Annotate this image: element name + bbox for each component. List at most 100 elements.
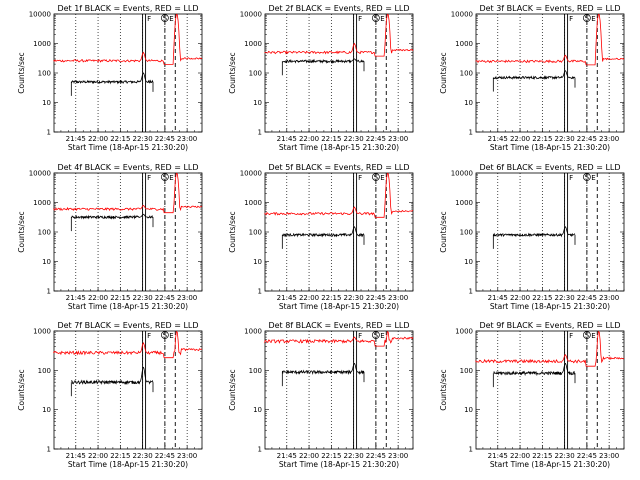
x-axis-label: Start Time (18-Apr-15 21:30:20)	[68, 302, 188, 311]
x-tick-label: 23:00	[599, 452, 619, 460]
x-tick-label: 22:15	[110, 294, 130, 302]
panel-title: Det 7f BLACK = Events, RED = LLD	[57, 321, 198, 330]
x-tick-label: 22:15	[532, 294, 552, 302]
x-tick-label: 22:00	[510, 294, 530, 302]
marker-s-circle	[161, 331, 169, 339]
lld-trace	[264, 172, 413, 218]
marker-e-label: E	[591, 332, 595, 340]
x-tick-label: 22:15	[110, 135, 130, 143]
marker-e-label: E	[169, 332, 173, 340]
marker-e-label: E	[380, 15, 384, 23]
y-tick-label: 1000	[455, 199, 473, 207]
y-tick-label: 10000	[29, 170, 51, 178]
marker-f-label: F	[569, 332, 573, 340]
panel-8: Det 8f BLACK = Events, RED = LLD 1 10 100 10…	[228, 321, 414, 469]
panel-3: Det 3f BLACK = Events, RED = LLD 1 10 100 10…	[439, 4, 625, 152]
marker-f-label: F	[569, 174, 573, 182]
plot-frame	[53, 330, 203, 450]
x-tick-label: 22:30	[133, 294, 153, 302]
marker-s-label: S	[374, 174, 379, 182]
marker-s-label: S	[163, 15, 168, 23]
y-tick-label: 10	[42, 258, 51, 266]
x-tick-label: 22:45	[366, 294, 386, 302]
y-tick-label: 1000	[33, 199, 51, 207]
events-trace	[493, 362, 576, 377]
marker-f-label: F	[147, 15, 151, 23]
marker-s-circle	[372, 331, 380, 339]
x-tick-label: 22:45	[155, 452, 175, 460]
y-tick-label: 10	[464, 406, 473, 414]
y-tick-label: 10000	[451, 170, 473, 178]
y-axis-label: Counts/sec	[228, 52, 237, 93]
y-axis-label: Counts/sec	[17, 369, 26, 410]
x-tick-label: 22:00	[299, 135, 319, 143]
marker-s-label: S	[374, 332, 379, 340]
x-axis-label: Start Time (18-Apr-15 21:30:20)	[279, 143, 399, 152]
y-tick-label: 1000	[455, 40, 473, 48]
x-tick-label: 23:00	[177, 452, 197, 460]
lld-trace	[264, 330, 414, 347]
panel-title: Det 1f BLACK = Events, RED = LLD	[57, 4, 198, 13]
x-tick-label: 21:45	[488, 452, 508, 460]
x-tick-label: 21:45	[277, 135, 297, 143]
events-trace	[70, 72, 154, 85]
y-tick-label: 1	[258, 129, 262, 137]
plot-frame	[475, 13, 625, 133]
x-tick-label: 22:15	[321, 294, 341, 302]
x-tick-label: 22:15	[321, 452, 341, 460]
y-tick-label: 100	[249, 70, 262, 78]
y-tick-label: 10	[42, 406, 51, 414]
x-tick-label: 22:00	[299, 452, 319, 460]
x-tick-label: 21:45	[277, 294, 297, 302]
lld-trace	[53, 330, 203, 359]
marker-f-label: F	[358, 15, 362, 23]
y-tick-label: 100	[249, 229, 262, 237]
plot-frame	[475, 172, 625, 292]
x-axis-label: Start Time (18-Apr-15 21:30:20)	[68, 143, 188, 152]
marker-e-label: E	[591, 174, 595, 182]
panel-title: Det 8f BLACK = Events, RED = LLD	[268, 321, 409, 330]
x-axis-label: Start Time (18-Apr-15 21:30:20)	[490, 302, 610, 311]
plot-frame	[475, 330, 625, 450]
x-tick-label: 23:00	[599, 135, 619, 143]
x-tick-label: 21:45	[488, 135, 508, 143]
marker-f-label: F	[147, 174, 151, 182]
panel-title: Det 2f BLACK = Events, RED = LLD	[268, 4, 409, 13]
marker-f-label: F	[147, 332, 151, 340]
plot-frame	[53, 172, 203, 292]
y-tick-label: 1	[469, 288, 473, 296]
panel-2: Det 2f BLACK = Events, RED = LLD 1 10 100 10…	[228, 4, 414, 152]
x-tick-label: 22:00	[88, 452, 108, 460]
x-tick-label: 21:45	[66, 452, 86, 460]
x-tick-label: 22:45	[577, 452, 597, 460]
plot-frame	[264, 330, 414, 450]
x-tick-label: 22:30	[344, 294, 364, 302]
y-tick-label: 100	[38, 70, 51, 78]
panel-9: Det 9f BLACK = Events, RED = LLD 1 10 100 10…	[439, 321, 625, 469]
x-tick-label: 23:00	[599, 294, 619, 302]
x-tick-label: 22:00	[510, 452, 530, 460]
x-tick-label: 22:30	[133, 452, 153, 460]
x-tick-label: 22:45	[155, 294, 175, 302]
y-axis-label: Counts/sec	[439, 369, 448, 410]
marker-s-circle	[583, 14, 591, 22]
marker-e-label: E	[380, 332, 384, 340]
y-axis-label: Counts/sec	[439, 211, 448, 252]
y-tick-label: 1	[47, 446, 51, 454]
marker-f-label: F	[358, 332, 362, 340]
marker-e-label: E	[380, 174, 384, 182]
x-tick-label: 22:30	[344, 135, 364, 143]
y-axis-label: Counts/sec	[228, 211, 237, 252]
marker-f-label: F	[358, 174, 362, 182]
x-tick-label: 23:00	[388, 135, 408, 143]
events-trace	[492, 70, 576, 81]
x-tick-label: 22:30	[133, 135, 153, 143]
x-axis-label: Start Time (18-Apr-15 21:30:20)	[279, 460, 399, 469]
marker-s-circle	[583, 331, 591, 339]
x-tick-label: 21:45	[277, 452, 297, 460]
y-tick-label: 10000	[451, 11, 473, 19]
x-tick-label: 22:45	[577, 294, 597, 302]
x-axis-label: Start Time (18-Apr-15 21:30:20)	[490, 143, 610, 152]
marker-s-circle	[372, 173, 380, 181]
